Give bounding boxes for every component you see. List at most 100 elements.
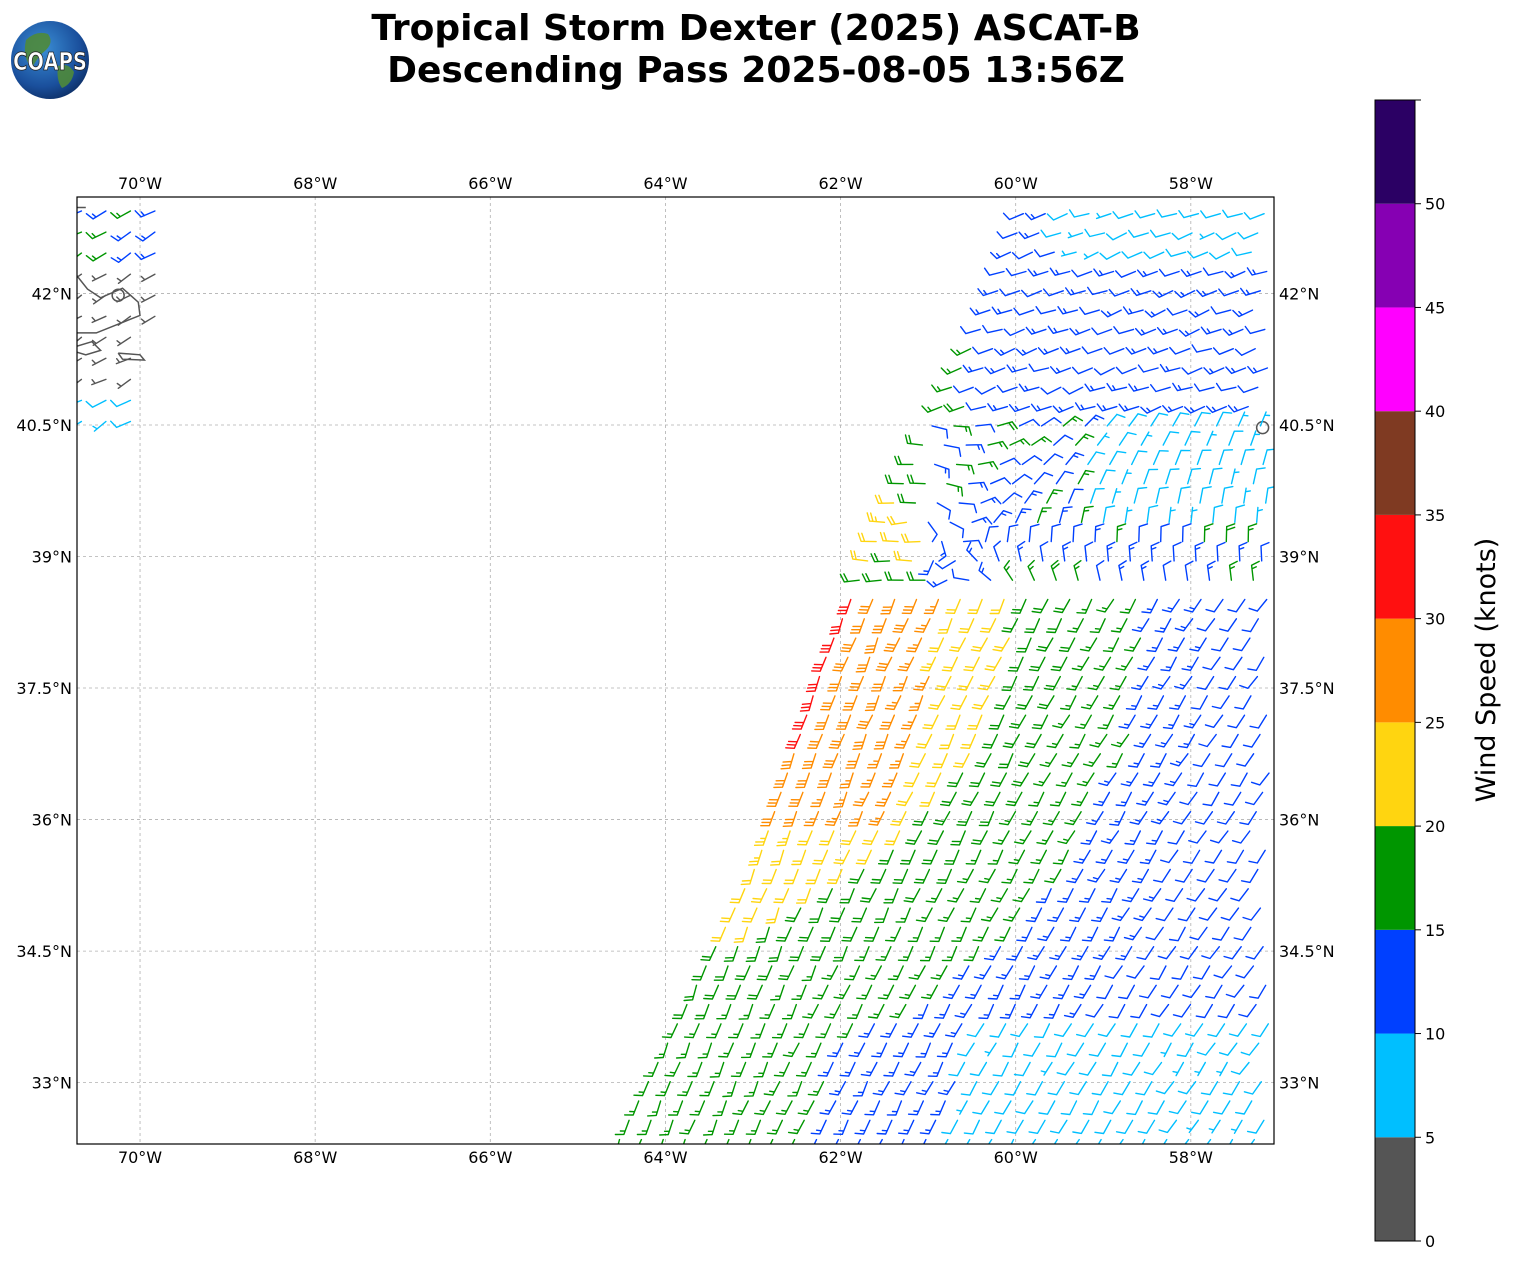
- wind-barb: [1226, 849, 1245, 864]
- wind-barb: [1155, 733, 1174, 748]
- wind-barb: [1216, 1061, 1228, 1077]
- wind-barb: [808, 907, 824, 924]
- wind-barb: [1031, 598, 1049, 614]
- figure-title-line2: Descending Pass 2025-08-05 13:56Z: [387, 50, 1125, 91]
- wind-barb: [819, 1100, 837, 1115]
- wind-barb: [1174, 449, 1191, 466]
- wind-barb: [987, 1138, 993, 1144]
- wind-barb: [842, 695, 858, 711]
- wind-barb: [855, 849, 872, 865]
- wind-barb: [110, 252, 132, 263]
- wind-barb: [1046, 213, 1068, 221]
- wind-barb: [738, 1003, 754, 1020]
- wind-barb: [1009, 984, 1026, 1000]
- wind-barb: [1021, 811, 1038, 826]
- wind-barb: [919, 656, 937, 672]
- wind-barb: [1066, 868, 1084, 884]
- wind-barb: [985, 1119, 1002, 1135]
- wind-barb: [1177, 486, 1191, 504]
- wind-barb: [1212, 347, 1234, 355]
- wind-barb: [1028, 1119, 1046, 1134]
- wind-barb: [944, 1138, 949, 1144]
- wind-barb: [956, 868, 974, 884]
- wind-barb: [984, 525, 999, 543]
- wind-barb: [1229, 1138, 1234, 1144]
- wind-barb: [953, 753, 970, 768]
- wind-barb: [1192, 965, 1211, 980]
- wind-barb: [889, 1003, 907, 1019]
- wind-barb: [1234, 348, 1256, 356]
- wind-barb: [984, 1042, 997, 1057]
- wind-barb: [963, 656, 980, 672]
- wind-barb: [847, 811, 863, 827]
- wind-barb: [814, 714, 830, 731]
- wind-barb: [1024, 212, 1046, 221]
- wind-barb: [1242, 907, 1262, 921]
- wind-barb: [1072, 1119, 1090, 1135]
- lat-tick-label: 36°N: [32, 811, 72, 830]
- wind-barb: [1115, 366, 1137, 375]
- wind-barb: [1250, 560, 1260, 581]
- wind-barb: [1179, 946, 1199, 960]
- wind-barb: [941, 1119, 959, 1135]
- wind-barb: [1213, 965, 1233, 979]
- wind-barb: [1002, 733, 1020, 749]
- wind-barb: [1081, 346, 1103, 355]
- wind-barb: [1060, 1100, 1078, 1116]
- wind-barb: [936, 1042, 953, 1058]
- wind-barb: [1202, 656, 1221, 671]
- wind-barb: [116, 378, 132, 389]
- wind-barb: [978, 561, 992, 581]
- wind-barb: [745, 1119, 762, 1135]
- wind-barb: [1020, 1003, 1038, 1019]
- wind-barb: [750, 1023, 766, 1039]
- wind-barb: [1028, 523, 1040, 543]
- wind-barb: [880, 598, 896, 615]
- wind-barb: [886, 515, 908, 526]
- wind-barb: [1101, 888, 1118, 903]
- wind-barb: [754, 1100, 771, 1116]
- wind-barb: [872, 1081, 890, 1096]
- wind-barb: [839, 1061, 856, 1077]
- lon-tick-label: 66°W: [468, 174, 512, 193]
- wind-barb: [1005, 268, 1027, 277]
- wind-barb: [1191, 1100, 1209, 1115]
- wind-barb: [741, 907, 758, 923]
- wind-barb: [1250, 1138, 1255, 1144]
- wind-barb: [1140, 405, 1162, 414]
- wind-barb: [998, 811, 1017, 826]
- wind-barb: [903, 888, 921, 903]
- wind-barb: [987, 440, 1009, 450]
- wind-barb: [1200, 1081, 1219, 1096]
- wind-barb: [702, 1119, 718, 1136]
- wind-barb: [725, 984, 741, 1000]
- wind-barb: [950, 830, 966, 846]
- wind-barb: [1053, 434, 1074, 446]
- wind-barb: [1259, 411, 1271, 427]
- wind-barb: [1202, 791, 1220, 807]
- wind-barb: [1134, 210, 1156, 219]
- wind-barb: [907, 926, 924, 943]
- wind-barb: [935, 560, 956, 570]
- wind-barb: [978, 1003, 995, 1020]
- wind-barb: [1069, 733, 1086, 749]
- wind-barb: [1156, 327, 1178, 335]
- wind-barb: [91, 378, 107, 386]
- wind-barb: [1111, 488, 1122, 504]
- lat-ticks-right: 42°N 40.5°N 39°N 37.5°N 36°N 34.5°N 33°N: [1279, 284, 1335, 1092]
- wind-barb: [795, 772, 810, 789]
- wind-barb: [957, 1042, 975, 1057]
- wind-barb: [799, 695, 814, 712]
- wind-barb: [1199, 486, 1212, 504]
- wind-barb: [950, 695, 968, 710]
- wind-barb: [1160, 984, 1179, 999]
- wind-barb: [1174, 618, 1194, 632]
- wind-barb: [867, 1003, 885, 1019]
- colorbar-tick-label: 20: [1425, 817, 1445, 836]
- wind-barb: [1015, 508, 1032, 523]
- wind-barb: [1171, 965, 1189, 980]
- wind-barb: [1073, 560, 1082, 581]
- wind-barb: [818, 830, 835, 846]
- wind-barb: [1220, 907, 1240, 921]
- wind-barb: [1127, 753, 1145, 768]
